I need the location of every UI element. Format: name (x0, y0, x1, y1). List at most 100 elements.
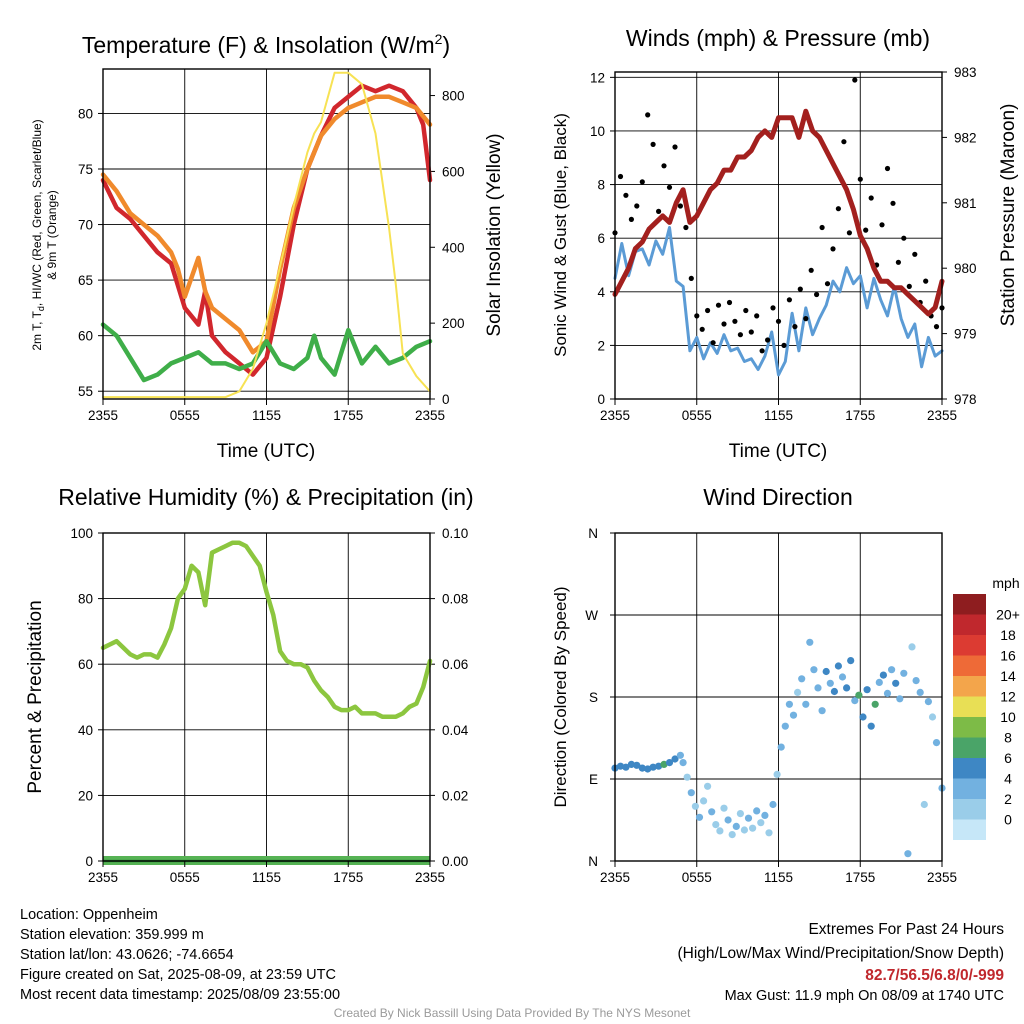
direction-point (671, 755, 679, 763)
max-gust: Max Gust: 11.9 mph On 08/09 at 1740 UTC (724, 988, 1004, 1004)
legend-label: 8 (1004, 730, 1012, 746)
y2-tick-label: 0 (442, 392, 450, 407)
station-location: Location: Oppenheim (20, 907, 158, 923)
y-tick-label: 8 (597, 178, 605, 193)
direction-point (810, 666, 818, 674)
direction-point (912, 677, 920, 685)
legend-label: 18 (1000, 627, 1016, 643)
chart-title: Relative Humidity (%) & Precipitation (i… (58, 484, 473, 510)
legend-swatch (953, 635, 986, 656)
direction-point (716, 827, 724, 835)
y-tick-label: 80 (78, 106, 93, 121)
direction-point (781, 722, 789, 730)
x-axis-label: Time (UTC) (729, 441, 828, 462)
y2-tick-label: 979 (954, 327, 977, 342)
y2-axis-label: Station Pressure (Maroon) (998, 104, 1019, 327)
gust-point (895, 259, 902, 265)
x-tick-label: 1155 (252, 408, 281, 423)
direction-point (871, 700, 879, 708)
x-tick-label: 0555 (682, 870, 712, 885)
direction-point (924, 698, 933, 706)
gust-point (699, 326, 705, 332)
direction-point (888, 666, 896, 674)
gust-point (737, 332, 744, 338)
y-tick-label: 6 (597, 231, 605, 246)
humidity-panel: 0 20 40 60 80 100 0.00 0.02 0.04 0.06 0.08 0.10 2355… (25, 484, 474, 885)
gust-point (688, 275, 694, 281)
y-tick-label: 60 (78, 329, 93, 344)
direction-point (789, 711, 798, 719)
gust-point (765, 337, 771, 343)
gust-point (923, 278, 929, 284)
direction-point (616, 762, 625, 770)
y2-tick-label: 600 (442, 164, 465, 179)
y-tick-label: 10 (590, 124, 605, 139)
gust-point (824, 281, 831, 287)
gust-point (705, 307, 711, 314)
y-tick-label: 80 (78, 592, 93, 607)
direction-point (622, 763, 630, 771)
y2-tick-label: 0.00 (442, 854, 468, 869)
direction-point (834, 662, 843, 670)
gust-point (868, 195, 874, 201)
y2-tick-label: 978 (954, 392, 977, 407)
y-tick-label: N (588, 526, 598, 541)
gust-point (721, 321, 727, 327)
temperature-series-orange (100, 94, 433, 355)
direction-point (638, 764, 646, 772)
x-tick-label: 2355 (88, 408, 118, 423)
y2-axis-label: Solar Insolation (Yellow) (484, 133, 505, 336)
gust-point (694, 313, 700, 319)
direction-point (687, 789, 695, 797)
x-tick-label: 1755 (845, 408, 875, 423)
gust-point (830, 246, 836, 252)
recent-timestamp: Most recent data timestamp: 2025/08/09 2… (20, 987, 341, 1003)
legend-swatch (953, 799, 986, 820)
y2-tick-label: 200 (442, 316, 465, 331)
legend-swatch (953, 778, 986, 799)
direction-point (728, 831, 736, 839)
y-tick-label: 55 (78, 384, 93, 399)
x-tick-label: 1755 (845, 870, 875, 885)
station-info: Location: Oppenheim Station elevation: 3… (20, 905, 340, 1005)
gust-point (672, 144, 678, 150)
gust-point (933, 324, 940, 330)
gust-point (819, 224, 825, 231)
y-label-part: , HI/WC (Red, Green, Scarlet/Blue) (30, 119, 44, 306)
direction-point (765, 829, 773, 837)
direction-point (695, 813, 704, 821)
y-tick-label: 70 (78, 218, 93, 233)
gust-point (617, 173, 624, 180)
gust-point (797, 286, 803, 292)
direction-point (700, 797, 708, 805)
gust-point (666, 184, 673, 190)
gust-point (808, 267, 814, 273)
legend-title: mph (992, 575, 1019, 591)
gust-point (726, 299, 733, 306)
direction-point (665, 759, 674, 767)
direction-point (769, 800, 777, 809)
y2-tick-label: 982 (954, 130, 977, 145)
direction-point (802, 700, 810, 708)
x-tick-label: 2355 (600, 870, 630, 885)
gust-point (814, 291, 820, 298)
direction-point (736, 810, 745, 818)
gust-point (901, 235, 907, 241)
winds-panel: 0 2 4 6 8 10 12 978 979 980 981 982 983 2355 0555 1155 1… (551, 25, 1019, 462)
temperature-series-yellow (102, 71, 431, 399)
legend-swatch (953, 717, 986, 738)
chart-title: Wind Direction (703, 484, 853, 510)
direction-point (928, 713, 937, 721)
y2-tick-label: 0.04 (442, 723, 469, 738)
direction-point (744, 814, 753, 822)
y-tick-label: 2 (597, 338, 605, 353)
legend-swatch (953, 737, 986, 758)
gust-point (732, 318, 738, 324)
y-label-subscript: d (36, 306, 46, 311)
direction-point (920, 800, 928, 809)
y2-tick-label: 400 (442, 240, 465, 255)
title-superscript: 2 (435, 31, 443, 47)
direction-point (712, 821, 720, 829)
chart-title: Winds (mph) & Pressure (mb) (626, 25, 930, 51)
chart-title: Temperature (F) & Insolation (W/m2) (82, 31, 450, 58)
